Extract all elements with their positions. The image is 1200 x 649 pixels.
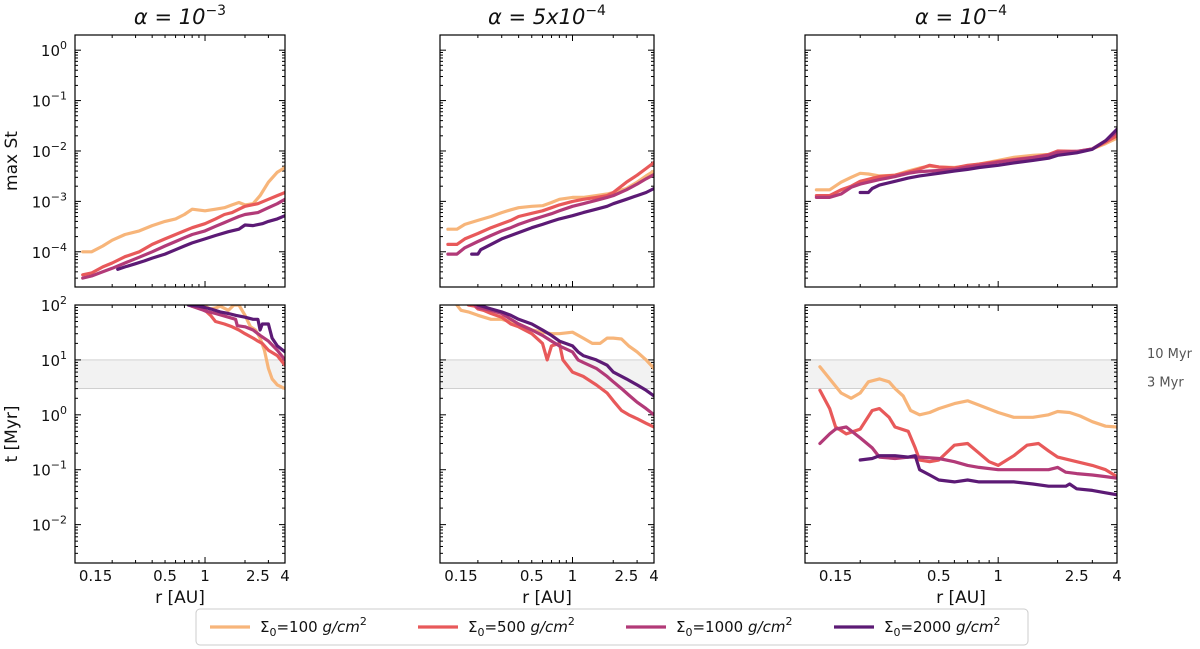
series-group-r0-c1 — [446, 160, 654, 256]
series-line-3 — [116, 214, 285, 271]
panel-frame — [804, 304, 1118, 564]
series-line-3 — [470, 186, 654, 256]
x-tick-label: 4 — [1112, 567, 1122, 585]
y-tick-label: 102 — [41, 294, 67, 315]
series-line-0 — [446, 169, 654, 231]
x-tick-label: 4 — [280, 567, 290, 585]
y-tick-label: 101 — [41, 349, 67, 370]
series-line-1 — [818, 388, 1117, 479]
y-axis-label: t [Myr] — [2, 405, 22, 462]
panel-title: α = 10−4 — [915, 3, 1007, 29]
band-3-10-myr — [804, 359, 1118, 390]
panel-frame — [74, 304, 286, 564]
series-line-0 — [81, 165, 285, 254]
x-tick-label: 0.15 — [819, 567, 852, 585]
x-tick-label: 0.5 — [520, 567, 544, 585]
panel-r0-c2: α = 10−4 — [805, 3, 1118, 288]
series-line-1 — [81, 190, 285, 277]
series-line-3 — [476, 305, 654, 398]
band-3-10-myr — [74, 359, 286, 390]
series-line-2 — [473, 305, 654, 417]
x-tick-label: 0.5 — [153, 567, 177, 585]
x-tick-label: 1 — [993, 567, 1003, 585]
y-tick-label: 100 — [41, 39, 67, 60]
x-tick-label: 1 — [568, 567, 578, 585]
panel-title: α = 5x10−4 — [488, 3, 606, 29]
panel-frame — [804, 34, 1118, 288]
y-tick-label: 10−2 — [32, 514, 67, 535]
x-tick-label: 2.5 — [1065, 567, 1089, 585]
series-group-r1-c2 — [818, 365, 1117, 497]
series-line-3 — [186, 305, 285, 354]
y-tick-label: 10−4 — [32, 241, 67, 262]
panel-r0-c0: 10−4 10−3 10−2 10−1 100 max St α = 10−3 — [2, 3, 286, 288]
series-line-2 — [81, 197, 285, 280]
x-tick-label: 4 — [649, 567, 659, 585]
series-group-r0-c2 — [814, 127, 1117, 199]
legend-entry: Σ0=2000 g/cm2 — [884, 615, 1000, 639]
series-group-r1-c0 — [186, 305, 285, 391]
band-label: 3 Myr — [1147, 376, 1184, 391]
x-axis-label: r [AU] — [522, 588, 572, 608]
series-line-0 — [455, 305, 654, 370]
x-axis-label: r [AU] — [155, 588, 205, 608]
series-line-2 — [818, 425, 1117, 480]
series-line-0 — [818, 365, 1117, 429]
x-tick-label: 2.5 — [246, 567, 270, 585]
series-line-2 — [186, 305, 285, 362]
series-line-1 — [446, 160, 654, 246]
panel-r1-c2: 10 Myr 3 Myr 0.15 0.5 1 2.5 4 r [AU] — [804, 304, 1193, 608]
legend-box — [195, 608, 1029, 646]
panel-r1-c0: 10−2 10−1 100 101 102 t [Myr] 0.15 0.5 1 2.5 4 r [A… — [2, 294, 290, 608]
series-line-2 — [446, 173, 654, 256]
x-tick-label: 0.5 — [927, 567, 951, 585]
band-label: 10 Myr — [1147, 347, 1193, 362]
band-3-10-myr — [439, 359, 655, 390]
x-tick-label: 0.15 — [444, 567, 477, 585]
legend-entry: Σ0=100 g/cm2 — [260, 615, 367, 639]
legend: Σ0=100 g/cm2 Σ0=500 g/cm2 Σ0=1000 g/cm2 Σ0=… — [195, 608, 1029, 646]
panel-r1-c1: 0.15 0.5 1 2.5 4 r [AU] — [439, 304, 659, 608]
y-tick-label: 10−2 — [32, 140, 67, 161]
x-axis-label: r [AU] — [936, 588, 986, 608]
y-axis-label: max St — [2, 131, 22, 191]
series-group-r0-c0 — [81, 165, 285, 280]
series-line-3 — [858, 127, 1117, 195]
y-tick-label: 10−3 — [32, 190, 67, 211]
panel-frame — [74, 34, 286, 288]
y-tick-label: 10−1 — [32, 459, 67, 480]
y-tick-label: 10−1 — [32, 90, 67, 111]
panel-title: α = 10−3 — [134, 3, 226, 29]
panel-frame — [439, 34, 655, 288]
x-tick-label: 1 — [200, 567, 210, 585]
x-tick-label: 2.5 — [614, 567, 638, 585]
panels-layer: 10−4 10−3 10−2 10−1 100 max St α = 10−3 α = 5x1… — [2, 3, 1193, 608]
y-tick-label: 100 — [41, 404, 67, 425]
legend-entry: Σ0=500 g/cm2 — [468, 615, 575, 639]
x-tick-label: 0.15 — [79, 567, 112, 585]
panel-frame — [439, 304, 655, 564]
series-line-3 — [858, 454, 1117, 497]
legend-entry: Σ0=1000 g/cm2 — [676, 615, 792, 639]
series-group-r1-c1 — [455, 305, 654, 429]
